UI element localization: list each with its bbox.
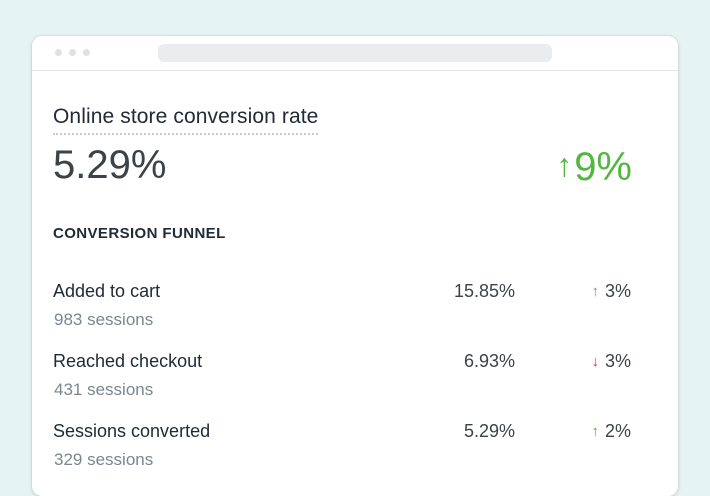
metric-change: ↑9% [556,143,632,189]
metric-change-value: 9% [574,145,632,189]
funnel-row-sessions: 329 sessions [54,450,154,469]
arrow-up-icon: ↑ [591,283,599,300]
funnel-row: Added to cart 983 sessions 15.85% ↑ 3% [53,280,657,336]
browser-window: Online store conversion rate 5.29% ↑9% C… [32,36,678,496]
funnel-row-change: ↑ 3% [591,280,631,303]
arrow-up-icon: ↑ [591,423,599,440]
window-control-dot[interactable] [55,49,62,56]
funnel-row-percent: 6.93% [463,351,515,371]
funnel-row-percent: 5.29% [463,421,515,441]
metric-value: 5.29% [53,143,167,187]
funnel-row-change: ↓ 3% [591,350,631,373]
address-bar[interactable] [158,44,552,62]
funnel-row-label: Reached checkout [53,351,203,371]
funnel-row-label: Sessions converted [53,421,211,441]
funnel-row-change-value: 3% [604,281,631,301]
funnel-row-change: ↑ 2% [591,420,631,443]
funnel-row-label: Added to cart [53,281,161,301]
funnel-row-percent: 15.85% [453,281,515,301]
browser-title-bar [32,36,678,71]
window-control-dot[interactable] [69,49,76,56]
arrow-down-icon: ↓ [591,353,599,370]
card-title[interactable]: Online store conversion rate [53,104,319,135]
funnel-row-change-value: 3% [604,351,631,371]
window-control-dot[interactable] [83,49,90,56]
funnel-row: Sessions converted 329 sessions 5.29% ↑ 2… [53,420,657,476]
funnel-row: Reached checkout 431 sessions 6.93% ↓ 3% [53,350,657,406]
section-heading: CONVERSION FUNNEL [53,225,226,242]
funnel-row-sessions: 431 sessions [54,380,154,399]
arrow-up-icon: ↑ [556,147,573,183]
funnel-row-sessions: 983 sessions [54,310,154,329]
funnel-row-change-value: 2% [604,421,631,441]
